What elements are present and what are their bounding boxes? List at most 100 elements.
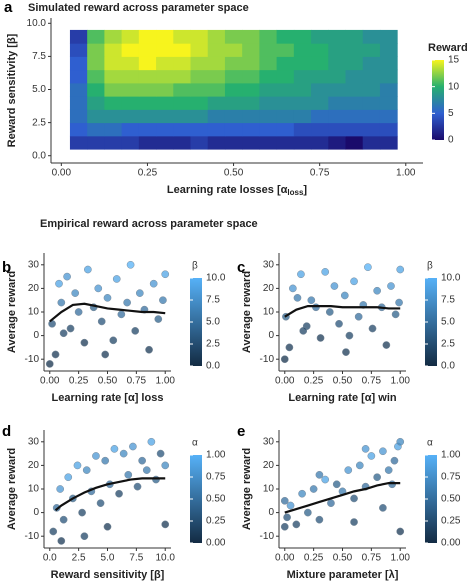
heat-cell	[328, 109, 346, 124]
point	[112, 275, 121, 283]
heat-cell	[138, 29, 157, 44]
heat-cell	[328, 135, 346, 150]
heat-cell	[328, 43, 346, 57]
point	[133, 482, 142, 491]
heat-cell	[69, 109, 88, 124]
point	[64, 473, 73, 482]
x-tick-label: 0.50	[333, 553, 353, 564]
heat-cell	[242, 69, 260, 84]
x-axis-label-text: Reward sensitivity [β]	[51, 569, 165, 581]
point	[126, 260, 135, 269]
y-tick-label: 30	[28, 436, 40, 447]
x-axis-label-text: Learning rate [α] loss	[52, 392, 164, 404]
heat-cell	[104, 43, 123, 57]
y-tick-label: 0	[268, 507, 274, 518]
point	[159, 296, 167, 305]
heat-cell	[190, 135, 209, 150]
y-tick-label: 30	[263, 259, 275, 270]
heat-cell	[362, 29, 381, 44]
x-axis-label: Learning rate [α] loss	[52, 392, 164, 404]
x-tick-label: 1.00	[396, 168, 416, 179]
point	[379, 504, 387, 512]
heat-cell	[276, 69, 295, 84]
panel-label: b	[2, 259, 11, 276]
heat-cell	[259, 29, 278, 44]
heat-cell	[224, 43, 243, 57]
point	[304, 508, 312, 517]
heat-cell	[328, 82, 346, 97]
heat-cell	[242, 29, 260, 44]
y-tick-label: 20	[263, 283, 275, 294]
heat-cell	[293, 96, 312, 110]
point	[354, 312, 363, 321]
heat-cell	[379, 135, 398, 150]
heat-cell	[104, 29, 123, 44]
heat-cell	[242, 135, 260, 150]
heat-cell	[362, 122, 381, 137]
y-axis-label: Average reward	[6, 448, 18, 530]
point	[154, 315, 163, 323]
colorbar-tick-label: 0.75	[441, 472, 461, 483]
point	[135, 289, 144, 297]
chart-title: Simulated reward across parameter space	[28, 2, 249, 14]
heat-cell	[224, 29, 243, 44]
x-tick-label: 0.25	[304, 376, 324, 387]
point	[286, 501, 295, 510]
point	[142, 466, 151, 474]
point	[325, 308, 334, 316]
y-tick-label: 2.5	[32, 117, 46, 128]
point	[74, 308, 83, 316]
point	[280, 522, 289, 531]
heat-cell	[138, 69, 157, 84]
heat-cell	[173, 135, 191, 150]
colorbar-tick-label: 10	[448, 81, 460, 92]
colorbar-tick-label: 7.5	[206, 295, 220, 306]
heat-cell	[69, 135, 88, 150]
heat-cell	[156, 96, 174, 110]
heat-cell	[87, 82, 105, 97]
heat-cell	[293, 43, 312, 57]
y-tick-label: 7.5	[32, 51, 46, 62]
point	[396, 527, 405, 536]
x-tick-label: 0.75	[362, 376, 382, 387]
heat-cell	[121, 43, 140, 57]
point	[57, 298, 66, 307]
point	[395, 298, 403, 307]
point	[45, 360, 54, 368]
point	[309, 485, 318, 493]
heat-cell	[379, 56, 398, 71]
heat-cell	[173, 96, 191, 110]
colorbar-tick-label: 0	[448, 135, 454, 146]
y-tick-label: 30	[263, 436, 275, 447]
y-tick-label: -10	[25, 531, 40, 542]
x-axis-label-end: ]	[303, 184, 307, 196]
heat-cell	[345, 135, 364, 150]
y-tick-label: -10	[260, 531, 275, 542]
heat-cell	[190, 43, 209, 57]
heat-cell	[259, 56, 278, 71]
colorbar-title: α	[192, 438, 198, 449]
heat-cell	[190, 69, 209, 84]
heat-cell	[121, 82, 140, 97]
y-tick-label: 10	[28, 307, 40, 318]
point	[289, 284, 297, 293]
heat-cell	[345, 56, 364, 71]
heat-cell	[259, 43, 278, 57]
point	[161, 461, 170, 470]
point	[387, 282, 395, 290]
heat-cell	[104, 69, 123, 84]
point	[147, 437, 156, 446]
point	[344, 466, 353, 474]
colorbar-title: β	[427, 261, 433, 272]
colorbar-tick-label: 0.25	[206, 516, 226, 527]
point	[316, 334, 325, 342]
y-tick-label: 10	[263, 484, 275, 495]
heat-cell	[207, 29, 226, 44]
y-tick-label: 5.0	[32, 84, 46, 95]
point	[66, 324, 75, 333]
heat-cell	[87, 109, 105, 124]
heat-cell	[362, 96, 381, 110]
heat-cell	[311, 135, 329, 150]
heat-cell	[207, 96, 226, 110]
heat-cell	[379, 43, 398, 57]
